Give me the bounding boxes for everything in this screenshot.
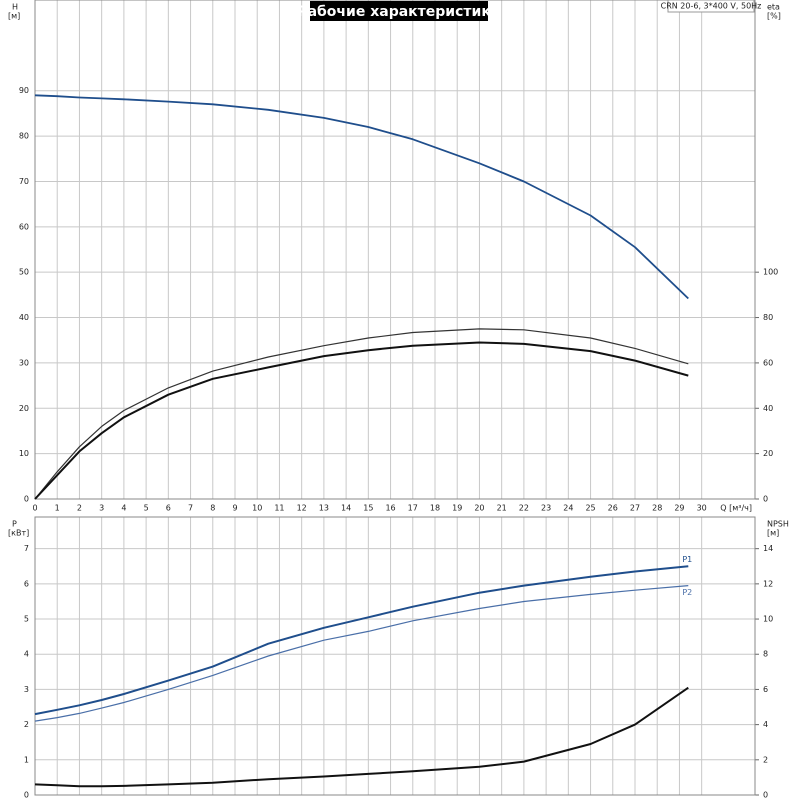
curve (34, 686, 689, 788)
y-tick-label: 50 (19, 268, 29, 277)
x-tick-label: 17 (408, 504, 418, 513)
y-axis-label: H (12, 3, 18, 12)
y2-tick-label: 2 (763, 755, 768, 764)
y2-tick-label: 0 (763, 495, 768, 504)
y2-tick-label: 0 (763, 791, 768, 800)
x-tick-label: 25 (585, 504, 595, 513)
y-axis-unit: [кВт] (8, 529, 29, 538)
curve (34, 328, 689, 500)
y-tick-label: 5 (24, 615, 29, 624)
y2-tick-label: 6 (763, 685, 768, 694)
y-tick-label: 20 (19, 404, 29, 413)
x-tick-label: 1 (55, 504, 60, 513)
x-tick-label: 22 (519, 504, 529, 513)
y-tick-label: 70 (19, 177, 29, 186)
y-tick-label: 0 (24, 495, 29, 504)
y-tick-label: 40 (19, 313, 29, 322)
y2-tick-label: 12 (763, 579, 773, 588)
x-tick-label: 26 (608, 504, 618, 513)
x-tick-label: 6 (166, 504, 171, 513)
y-tick-label: 90 (19, 86, 29, 95)
x-tick-label: 15 (363, 504, 373, 513)
x-tick-label: 8 (210, 504, 215, 513)
y-tick-label: 6 (24, 579, 29, 588)
y-tick-label: 3 (24, 685, 29, 694)
y-tick-label: 4 (24, 650, 29, 659)
y2-tick-label: 4 (763, 720, 768, 729)
x-tick-label: 18 (430, 504, 440, 513)
curve (34, 565, 689, 716)
y2-tick-label: 8 (763, 650, 768, 659)
x-tick-label: 27 (630, 504, 640, 513)
x-tick-label: 9 (232, 504, 237, 513)
y2-axis-unit: [м] (767, 529, 779, 538)
y2-axis-unit: [%] (767, 12, 781, 21)
y-tick-label: 10 (19, 449, 29, 458)
y2-tick-label: 10 (763, 615, 773, 624)
x-tick-label: 21 (497, 504, 507, 513)
x-tick-label: 2 (77, 504, 82, 513)
y-tick-label: 60 (19, 222, 29, 231)
y-tick-label: 7 (24, 544, 29, 553)
y-tick-label: 0 (24, 791, 29, 800)
x-tick-label: 29 (674, 504, 684, 513)
plot-frame (34, 0, 756, 500)
y2-tick-label: 100 (763, 268, 778, 277)
x-tick-label: 30 (697, 504, 707, 513)
curve (34, 94, 689, 300)
y2-tick-label: 80 (763, 313, 773, 322)
y2-tick-label: 20 (763, 449, 773, 458)
y2-tick-label: 60 (763, 358, 773, 367)
curve-label: P1 (682, 555, 692, 564)
curve (34, 341, 689, 500)
x-tick-label: 16 (385, 504, 395, 513)
x-tick-label: 3 (99, 504, 104, 513)
y-axis-label: P (12, 520, 17, 529)
note-box (667, 0, 755, 13)
x-axis-label: Q [м³/ч] (720, 504, 752, 513)
plot-frame (34, 516, 756, 796)
x-tick-label: 0 (32, 504, 37, 513)
y2-axis-label: eta (767, 3, 780, 12)
chart-title: Рабочие характеристики (297, 4, 500, 20)
x-tick-label: 13 (319, 504, 329, 513)
y-tick-label: 2 (24, 720, 29, 729)
x-tick-label: 28 (652, 504, 662, 513)
note: CRN 20-6, 3*400 V, 50Hz (661, 2, 762, 11)
x-tick-label: 11 (274, 504, 284, 513)
y-axis-unit: [м] (8, 12, 20, 21)
y-tick-label: 1 (24, 755, 29, 764)
x-tick-label: 12 (297, 504, 307, 513)
y-tick-label: 30 (19, 358, 29, 367)
x-tick-label: 20 (474, 504, 484, 513)
y2-axis-label: NPSH (767, 520, 789, 529)
x-tick-label: 23 (541, 504, 551, 513)
curve (34, 585, 689, 722)
y-tick-label: 80 (19, 132, 29, 141)
x-tick-label: 14 (341, 504, 351, 513)
x-tick-label: 24 (563, 504, 573, 513)
y2-tick-label: 40 (763, 404, 773, 413)
x-tick-label: 10 (252, 504, 262, 513)
x-tick-label: 7 (188, 504, 193, 513)
x-tick-label: 5 (144, 504, 149, 513)
y2-tick-label: 14 (763, 544, 773, 553)
title-box (310, 1, 488, 21)
x-tick-label: 4 (121, 504, 126, 513)
x-tick-label: 19 (452, 504, 462, 513)
curve-label: P2 (682, 588, 692, 597)
